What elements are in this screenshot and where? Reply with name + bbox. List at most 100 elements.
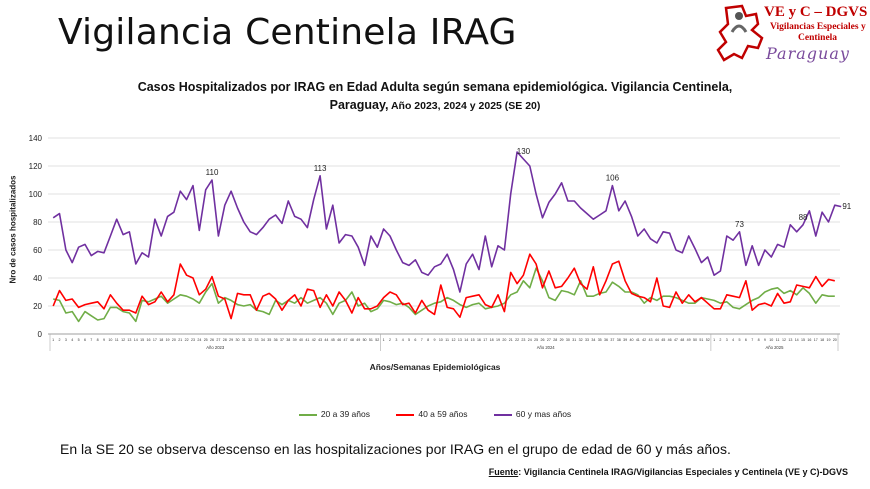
x-tick-label: 18: [820, 338, 824, 342]
source-label: Fuente: [488, 467, 519, 477]
legend-swatch-40-59: [396, 413, 415, 416]
x-tick-label: 37: [280, 338, 284, 342]
x-tick-label: 28: [223, 338, 227, 342]
x-tick-label: 32: [248, 338, 252, 342]
x-tick-label: 15: [140, 338, 144, 342]
x-tick-label: 12: [782, 338, 786, 342]
x-tick-label: 46: [337, 338, 341, 342]
x-tick-label: 23: [521, 338, 525, 342]
x-tick-label: 2: [59, 338, 61, 342]
x-tick-label: 41: [305, 338, 309, 342]
x-tick-label: 33: [255, 338, 259, 342]
x-tick-label: 21: [509, 338, 513, 342]
x-tick-label: 18: [490, 338, 494, 342]
x-tick-label: 11: [776, 338, 780, 342]
x-tick-label: 16: [147, 338, 151, 342]
x-tick-label: 7: [90, 338, 92, 342]
x-tick-label: 34: [591, 338, 595, 342]
x-tick-label: 51: [369, 338, 373, 342]
logo-main-text: VE y C – DGVS: [764, 4, 868, 20]
x-tick-label: 42: [642, 338, 646, 342]
x-tick-label: 36: [274, 338, 278, 342]
chart-legend: 20 a 39 años 40 a 59 años 60 y mas años: [0, 409, 870, 419]
x-tick-label: 33: [585, 338, 589, 342]
year-group-label: Año 2025: [765, 345, 784, 350]
x-tick-label: 9: [433, 338, 435, 342]
x-tick-label: 8: [97, 338, 99, 342]
series-line-0: [53, 267, 835, 323]
x-tick-label: 5: [408, 338, 410, 342]
x-tick-label: 14: [464, 338, 468, 342]
x-tick-label: 46: [668, 338, 672, 342]
x-tick-label: 11: [115, 338, 119, 342]
x-tick-label: 8: [427, 338, 429, 342]
data-label: 91: [842, 202, 851, 211]
x-tick-label: 30: [235, 338, 239, 342]
x-tick-label: 10: [108, 338, 112, 342]
x-tick-label: 17: [153, 338, 157, 342]
source-text: : Vigilancia Centinela IRAG/Vigilancias …: [518, 467, 848, 477]
x-tick-label: 19: [496, 338, 500, 342]
x-tick-label: 26: [210, 338, 214, 342]
x-tick-label: 20: [172, 338, 176, 342]
x-tick-label: 9: [764, 338, 766, 342]
x-tick-label: 18: [159, 338, 163, 342]
paraguay-map-icon: [716, 4, 764, 62]
y-tick-label-0: 0: [38, 330, 43, 339]
x-tick-label: 14: [795, 338, 799, 342]
series-line-2: [52, 151, 842, 293]
y-tick-label-40: 40: [33, 274, 42, 283]
y-tick-label-60: 60: [33, 246, 42, 255]
x-tick-label: 24: [528, 338, 532, 342]
logo-sub-text-2: Centinela: [798, 33, 838, 43]
logo-sub-text: Vigilancias Especiales y: [770, 22, 866, 32]
x-tick-label: 1: [713, 338, 715, 342]
legend-item-60-plus: 60 y mas años: [493, 409, 571, 419]
data-label: 113: [314, 164, 327, 173]
x-tick-label: 13: [788, 338, 792, 342]
legend-item-20-39: 20 a 39 años: [298, 409, 370, 419]
x-tick-label: 10: [769, 338, 773, 342]
chart-title-line-2: Paraguay, Año 2023, 2024 y 2025 (SE 20): [0, 98, 870, 112]
x-tick-label: 17: [483, 338, 487, 342]
x-tick-label: 4: [71, 338, 73, 342]
x-tick-label: 31: [242, 338, 246, 342]
x-tick-label: 44: [655, 338, 659, 342]
x-tick-label: 34: [261, 338, 265, 342]
x-tick-label: 49: [687, 338, 691, 342]
x-tick-label: 14: [134, 338, 138, 342]
data-label: 88: [799, 213, 808, 222]
x-tick-label: 10: [439, 338, 443, 342]
x-tick-label: 2: [389, 338, 391, 342]
data-label: 73: [735, 220, 744, 229]
x-tick-label: 22: [185, 338, 189, 342]
x-tick-label: 31: [572, 338, 576, 342]
chart-title-line-2-main: Paraguay,: [329, 98, 389, 112]
x-tick-label: 48: [680, 338, 684, 342]
x-tick-label: 5: [739, 338, 741, 342]
x-tick-label: 51: [699, 338, 703, 342]
x-tick-label: 49: [356, 338, 360, 342]
x-tick-label: 3: [726, 338, 728, 342]
x-tick-label: 35: [267, 338, 271, 342]
x-tick-label: 29: [229, 338, 233, 342]
x-tick-label: 40: [299, 338, 303, 342]
x-axis-label: Años/Semanas Epidemiológicas: [369, 362, 501, 372]
x-tick-label: 25: [534, 338, 538, 342]
y-tick-label-20: 20: [33, 302, 42, 311]
x-tick-label: 42: [312, 338, 316, 342]
legend-label-20-39: 20 a 39 años: [320, 409, 370, 419]
x-tick-label: 27: [216, 338, 220, 342]
x-tick-label: 6: [414, 338, 416, 342]
chart-title-line-1: Casos Hospitalizados por IRAG en Edad Ad…: [137, 80, 733, 94]
x-tick-label: 29: [560, 338, 564, 342]
x-tick-label: 40: [629, 338, 633, 342]
legend-swatch-60-plus: [493, 413, 512, 416]
x-tick-label: 38: [617, 338, 621, 342]
x-tick-label: 4: [732, 338, 734, 342]
x-tick-label: 39: [623, 338, 627, 342]
source-citation: Fuente: Vigilancia Centinela IRAG/Vigila…: [489, 467, 848, 477]
legend-label-40-59: 40 a 59 años: [418, 409, 468, 419]
x-tick-label: 47: [674, 338, 678, 342]
chart-title-line-2-small: Año 2023, 2024 y 2025 (SE 20): [388, 100, 541, 112]
